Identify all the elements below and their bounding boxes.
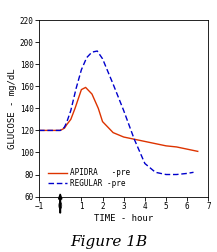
Text: Figure 1B: Figure 1B [70, 235, 147, 249]
X-axis label: TIME - hour: TIME - hour [94, 214, 153, 223]
Legend: APIDRA   -pre, REGULAR -pre: APIDRA -pre, REGULAR -pre [44, 165, 133, 191]
Y-axis label: GLUCOSE - mg/dL: GLUCOSE - mg/dL [8, 68, 17, 149]
